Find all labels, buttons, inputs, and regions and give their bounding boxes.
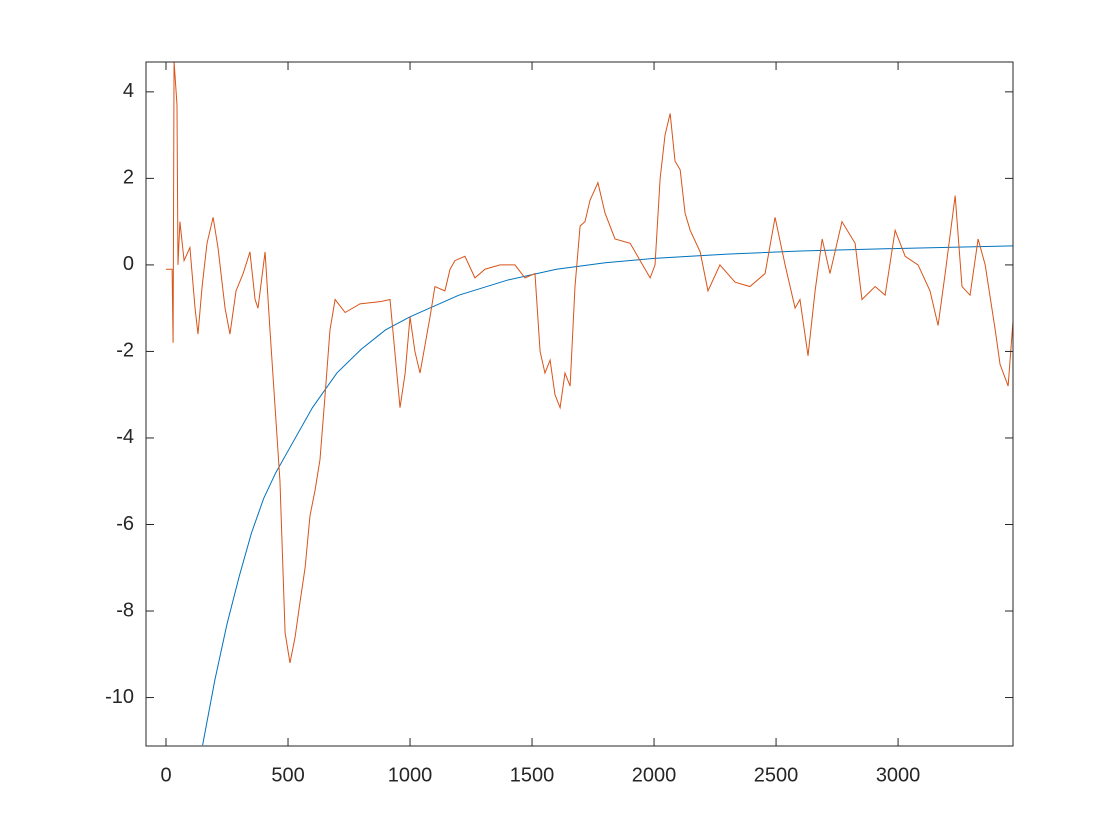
plot-area	[146, 62, 1013, 746]
x-tick-label: 2000	[632, 764, 677, 786]
y-tick-label: -4	[116, 426, 134, 448]
data-line	[202, 245, 1013, 746]
x-tick-label: 1000	[388, 764, 433, 786]
y-tick-label: 4	[123, 80, 134, 102]
y-tick-label: -2	[116, 340, 134, 362]
plot-lines	[166, 62, 1013, 746]
axes-box	[145, 61, 1014, 747]
y-tick-label: 0	[123, 253, 134, 275]
x-tick-label: 1500	[510, 764, 555, 786]
y-tick-label: -6	[116, 513, 134, 535]
x-tick-label: 0	[160, 764, 171, 786]
x-tick-label: 2500	[754, 764, 799, 786]
x-tick-label: 3000	[876, 764, 921, 786]
y-tick-label: -8	[116, 599, 134, 621]
y-tick-label: -10	[105, 686, 134, 708]
data-line	[166, 62, 1013, 664]
x-tick-label: 500	[271, 764, 304, 786]
y-tick-label: 2	[123, 167, 134, 189]
